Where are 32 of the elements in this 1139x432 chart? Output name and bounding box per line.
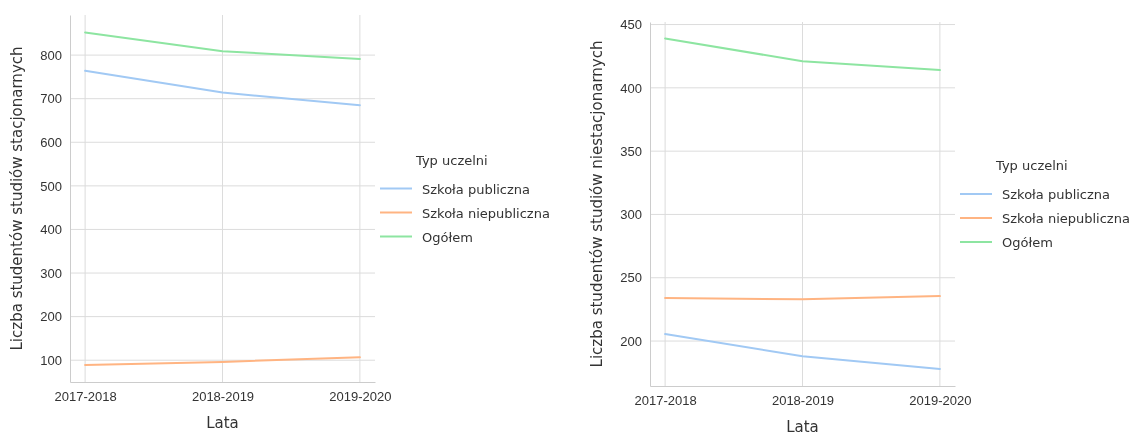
y-tick-label: 200 bbox=[40, 309, 62, 325]
y-tick-label: 300 bbox=[40, 265, 62, 281]
x-axis-title: Lata bbox=[786, 418, 819, 432]
x-axis-title: Lata bbox=[206, 414, 239, 432]
y-axis-title: Liczba studentów studiów stacjonarnych bbox=[8, 46, 26, 351]
y-tick-label: 100 bbox=[40, 352, 62, 368]
x-tick-label: 2019-2020 bbox=[329, 389, 392, 405]
y-tick-label: 600 bbox=[40, 134, 62, 150]
legend-title: Typ uczelni bbox=[415, 152, 488, 168]
legend-label: Szkoła publiczna bbox=[1002, 187, 1111, 202]
y-tick-label: 250 bbox=[620, 270, 642, 286]
x-tick-label: 2019-2020 bbox=[909, 393, 972, 409]
y-tick-label: 350 bbox=[620, 143, 642, 159]
y-tick-label: 450 bbox=[620, 17, 642, 33]
legend-label: Szkoła publiczna bbox=[422, 181, 531, 197]
legend-title: Typ uczelni bbox=[995, 158, 1068, 173]
y-tick-label: 400 bbox=[620, 80, 642, 96]
y-tick-label: 400 bbox=[40, 222, 62, 238]
y-tick-label: 700 bbox=[40, 91, 62, 107]
legend-label: Ogółem bbox=[422, 229, 473, 245]
y-tick-label: 500 bbox=[40, 178, 62, 194]
y-tick-label: 200 bbox=[620, 333, 642, 349]
x-tick-label: 2017-2018 bbox=[634, 393, 697, 409]
y-tick-label: 300 bbox=[620, 207, 642, 223]
legend-label: Szkoła niepubliczna bbox=[1002, 211, 1130, 226]
x-tick-label: 2018-2019 bbox=[191, 389, 255, 405]
x-tick-label: 2018-2019 bbox=[771, 393, 835, 409]
y-axis-title: Liczba studentów studiów niestacjonarnych bbox=[588, 40, 606, 368]
y-tick-label: 800 bbox=[40, 47, 62, 63]
legend-label: Ogółem bbox=[1002, 235, 1053, 250]
x-tick-label: 2017-2018 bbox=[54, 389, 117, 405]
legend-label: Szkoła niepubliczna bbox=[422, 205, 550, 221]
